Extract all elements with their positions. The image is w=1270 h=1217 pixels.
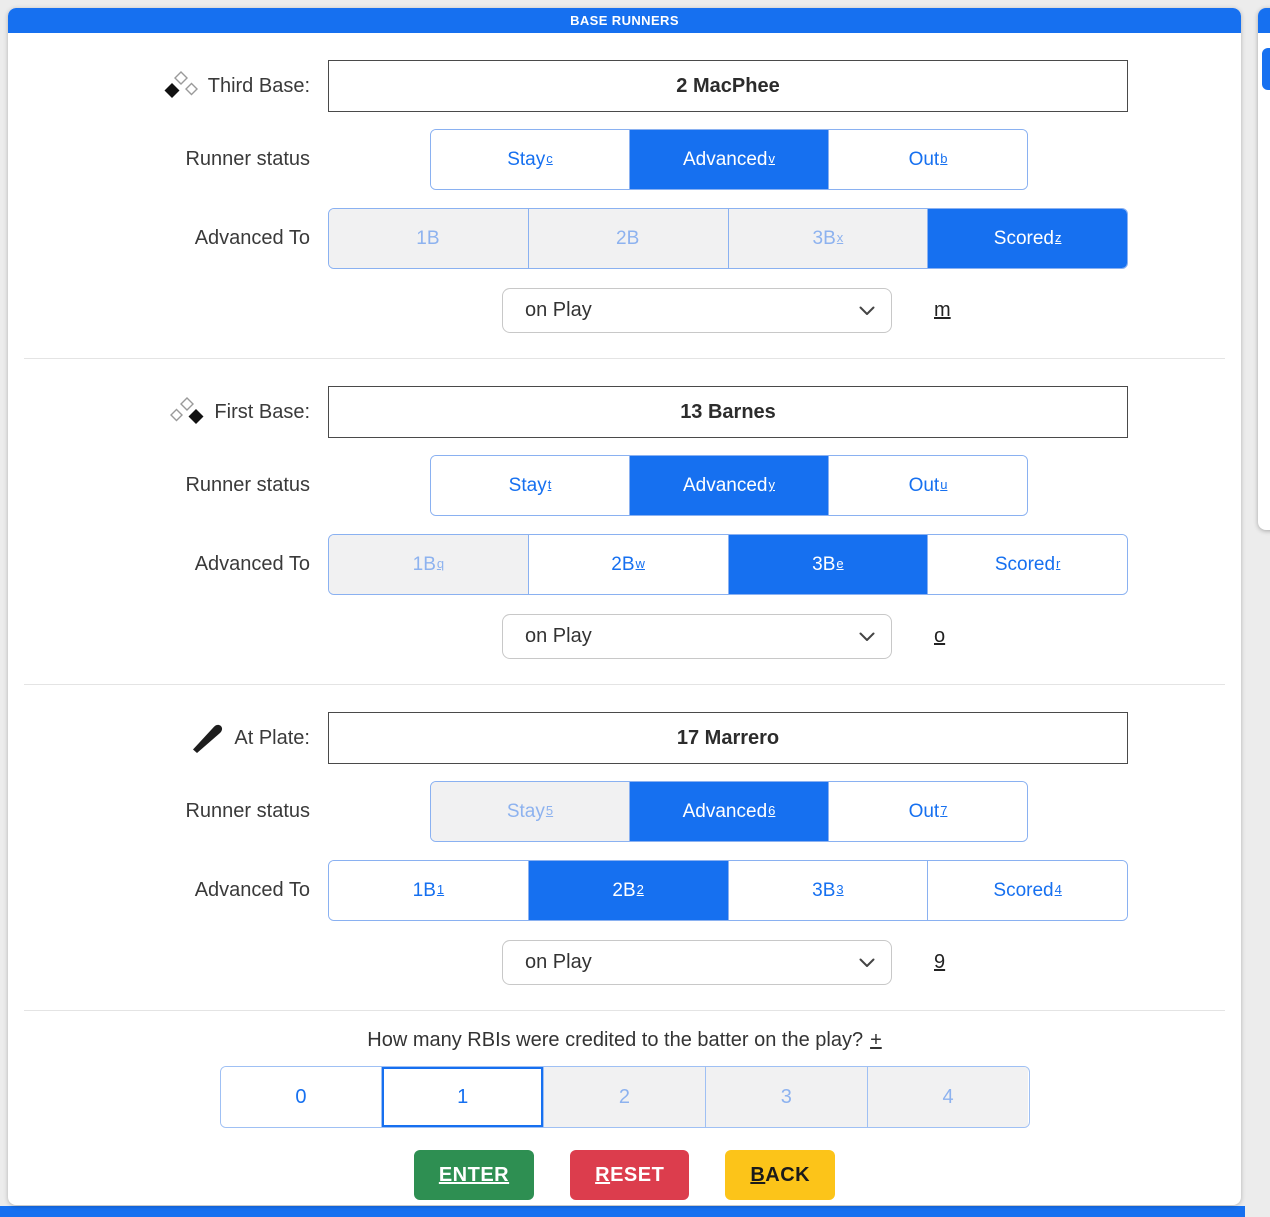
first-base-button[interactable]: 1B 1 <box>329 861 528 920</box>
chevron-down-icon <box>859 632 875 642</box>
next-panel-header-peek <box>0 1206 1245 1217</box>
timing-shortcut-key: m <box>934 299 951 321</box>
plate-advanced-to-group: 1B 1 2B 2 3B 3 Scored 4 <box>328 860 1128 921</box>
out-button[interactable]: Out u <box>828 456 1027 515</box>
player-name: 13 Barnes <box>680 400 776 423</box>
stay-button[interactable]: Stay c <box>431 130 629 189</box>
rbi-section: How many RBIs were credited to the batte… <box>8 1011 1241 1128</box>
advanced-to-label: Advanced To <box>194 879 310 901</box>
timing-shortcut-key: 9 <box>934 951 946 973</box>
first-base-button: 1B q <box>329 535 528 594</box>
base-label: Third Base: <box>207 74 310 97</box>
third-base-player-box[interactable]: 2 MacPhee <box>328 60 1128 112</box>
second-base-button[interactable]: 2B 2 <box>527 861 728 920</box>
panel-header: BASE RUNNERS <box>8 8 1241 33</box>
at-plate-label-wrap: At Plate: <box>189 722 310 755</box>
chevron-down-icon <box>859 306 875 316</box>
scored-button[interactable]: Scored z <box>927 209 1127 268</box>
first-base-player-box[interactable]: 13 Barnes <box>328 386 1128 438</box>
reset-button[interactable]: R ESET <box>570 1150 690 1200</box>
stay-button[interactable]: Stay t <box>431 456 629 515</box>
second-base-button: 2B <box>527 209 728 268</box>
advanced-to-label: Advanced To <box>194 553 310 575</box>
runner-status-label: Runner status <box>185 800 310 822</box>
base-label: At Plate: <box>234 726 310 749</box>
rbi-4-button: 4 <box>866 1067 1029 1127</box>
rbi-count-group: 0 1 2 3 4 <box>219 1066 1030 1128</box>
rbi-1-button[interactable]: 1 <box>381 1067 544 1127</box>
advanced-button[interactable]: Advanced 6 <box>629 782 828 841</box>
first-runner-status-group: Stay t Advanced y Out u <box>430 455 1028 516</box>
footer-actions: ENTER R ESET B ACK <box>8 1150 1241 1200</box>
rbi-2-button: 2 <box>543 1067 705 1127</box>
first-base-button: 1B <box>329 209 528 268</box>
section-divider <box>24 684 1225 685</box>
advanced-to-label: Advanced To <box>194 227 310 249</box>
timing-shortcut-key: o <box>934 625 946 647</box>
enter-button[interactable]: ENTER <box>413 1150 535 1200</box>
third-base-button[interactable]: 3B 3 <box>727 861 928 920</box>
rbi-0-button[interactable]: 0 <box>220 1067 382 1127</box>
first-base-label-wrap: First Base: <box>169 396 310 429</box>
rbi-shortcut-key: + <box>870 1029 882 1051</box>
runner-status-label: Runner status <box>185 148 310 170</box>
base-runners-panel: BASE RUNNERS Third Base: <box>8 8 1241 1205</box>
first-base-diamond-icon <box>169 396 205 429</box>
at-plate-section: At Plate: 17 Marrero Runner status Stay 5… <box>8 685 1241 1010</box>
plate-runner-status-group: Stay 5 Advanced 6 Out 7 <box>430 781 1028 842</box>
advanced-button[interactable]: Advanced y <box>629 456 828 515</box>
first-base-section: First Base: 13 Barnes Runner status Stay… <box>8 359 1241 684</box>
rbi-question: How many RBIs were credited to the batte… <box>367 1029 882 1051</box>
third-runner-status-group: Stay c Advanced v Out b <box>430 129 1028 190</box>
rbi-3-button: 3 <box>704 1067 867 1127</box>
out-button[interactable]: Out 7 <box>828 782 1027 841</box>
back-button[interactable]: B ACK <box>725 1150 836 1200</box>
adjacent-panel-header <box>1258 8 1270 33</box>
stay-button: Stay 5 <box>431 782 629 841</box>
at-plate-player-box[interactable]: 17 Marrero <box>328 712 1128 764</box>
advance-timing-select[interactable]: on Play <box>502 940 892 985</box>
runner-status-label: Runner status <box>185 474 310 496</box>
adjacent-panel <box>1258 8 1270 530</box>
adjacent-panel-button[interactable] <box>1262 48 1270 90</box>
player-name: 17 Marrero <box>676 726 780 749</box>
advance-timing-select[interactable]: on Play <box>502 288 892 333</box>
third-base-diamond-icon <box>163 70 199 103</box>
bat-icon <box>189 722 225 755</box>
scored-button[interactable]: Scored r <box>927 535 1127 594</box>
third-base-section: Third Base: 2 MacPhee Runner status Stay… <box>8 33 1241 358</box>
first-advanced-to-group: 1B q 2B w 3B e Scored r <box>328 534 1128 595</box>
second-base-button[interactable]: 2B w <box>527 535 728 594</box>
out-button[interactable]: Out b <box>828 130 1027 189</box>
advanced-button[interactable]: Advanced v <box>629 130 828 189</box>
third-base-button[interactable]: 3B e <box>727 535 928 594</box>
section-divider <box>24 1010 1225 1011</box>
third-base-button: 3B x <box>727 209 928 268</box>
scored-button[interactable]: Scored 4 <box>927 861 1127 920</box>
panel-title: BASE RUNNERS <box>570 13 679 28</box>
advance-timing-select[interactable]: on Play <box>502 614 892 659</box>
third-advanced-to-group: 1B 2B 3B x Scored z <box>328 208 1128 269</box>
base-label: First Base: <box>214 400 310 423</box>
player-name: 2 MacPhee <box>676 74 780 97</box>
section-divider <box>24 358 1225 359</box>
third-base-label-wrap: Third Base: <box>163 70 310 103</box>
chevron-down-icon <box>859 958 875 968</box>
